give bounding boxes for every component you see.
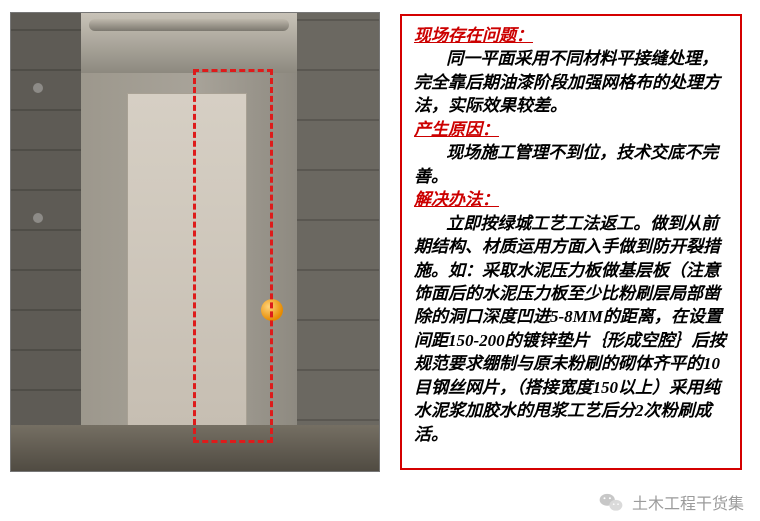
heading-solution: 解决办法： [414, 188, 730, 211]
wall-left [11, 13, 81, 471]
description-box: 现场存在问题： 同一平面采用不同材料平接缝处理，完全靠后期油漆阶段加强网格布的处… [400, 14, 742, 470]
body-solution: 立即按绿城工艺工法返工。做到从前期结构、材质运用方面入手做到防开裂措施。如：采取… [414, 212, 730, 447]
footer-text: 土木工程干货集 [632, 490, 744, 514]
slide: 现场存在问题： 同一平面采用不同材料平接缝处理，完全靠后期油漆阶段加强网格布的处… [0, 0, 760, 521]
wall-right [297, 13, 379, 471]
anchor-bolt [33, 213, 43, 223]
site-photo [10, 12, 380, 472]
anchor-bolt [33, 83, 43, 93]
heading-cause: 产生原因： [414, 118, 730, 141]
pipe [89, 19, 289, 31]
heading-problem: 现场存在问题： [414, 24, 730, 47]
wechat-icon [598, 489, 624, 515]
body-cause: 现场施工管理不到位，技术交底不完善。 [414, 141, 730, 188]
defect-callout [193, 69, 273, 443]
footer-watermark: 土木工程干货集 [598, 489, 744, 515]
body-problem: 同一平面采用不同材料平接缝处理，完全靠后期油漆阶段加强网格布的处理方法，实际效果… [414, 47, 730, 117]
